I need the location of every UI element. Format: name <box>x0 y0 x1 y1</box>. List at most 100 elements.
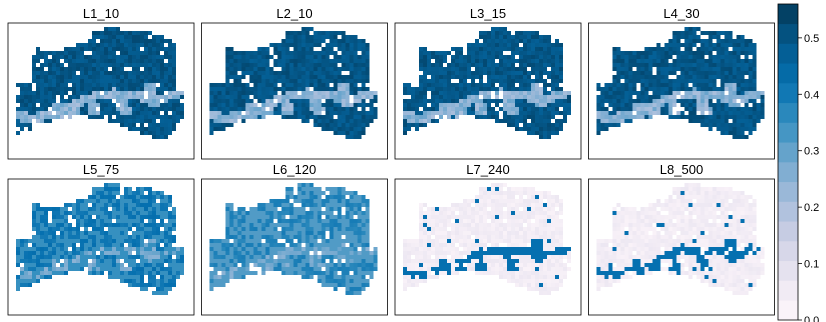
heatmap-cell <box>640 51 645 55</box>
heatmap-cell <box>273 215 278 219</box>
heatmap-cell <box>44 227 48 231</box>
heatmap-cell <box>297 215 302 219</box>
heatmap-cell <box>567 111 571 115</box>
heatmap-cell <box>136 223 140 227</box>
heatmap-cell <box>112 55 116 59</box>
heatmap-cell <box>269 243 274 247</box>
heatmap-cell <box>740 119 745 123</box>
heatmap-cell <box>285 31 290 35</box>
heatmap-cell <box>148 215 152 219</box>
heatmap-cell <box>28 123 32 127</box>
heatmap-cell <box>213 247 218 251</box>
heatmap-cell <box>427 211 431 215</box>
heatmap-cell <box>80 215 84 219</box>
heatmap-cell <box>531 63 535 67</box>
heatmap-cell <box>341 231 346 235</box>
heatmap-cell <box>720 123 725 127</box>
heatmap-cell <box>527 199 531 203</box>
heatmap-cell <box>297 55 302 59</box>
heatmap-cell <box>325 127 330 131</box>
heatmap-cell <box>724 51 729 55</box>
heatmap-cell <box>535 51 539 55</box>
heatmap-cell <box>519 219 523 223</box>
heatmap-cell <box>297 111 302 115</box>
heatmap-cell <box>261 95 266 99</box>
heatmap-cell <box>644 51 649 55</box>
heatmap-cell <box>229 271 234 275</box>
heatmap-cell <box>688 63 693 67</box>
heatmap-cell <box>301 119 306 123</box>
heatmap-cell <box>108 35 112 39</box>
heatmap-cell <box>459 107 463 111</box>
heatmap-cell <box>688 51 693 55</box>
heatmap-cell <box>317 71 322 75</box>
heatmap-cell <box>156 43 160 47</box>
heatmap-cell <box>349 291 354 295</box>
heatmap-cell <box>132 79 136 83</box>
heatmap-cell <box>180 115 184 119</box>
heatmap-cell <box>345 235 350 239</box>
heatmap-cell <box>245 231 250 235</box>
heatmap-cell <box>333 127 338 131</box>
heatmap-cell <box>60 207 64 211</box>
heatmap-cell <box>624 115 629 119</box>
heatmap-cell <box>353 95 358 99</box>
heatmap-cell <box>676 51 681 55</box>
heatmap-cell <box>64 215 68 219</box>
heatmap-cell <box>52 251 56 255</box>
heatmap-cell <box>40 211 44 215</box>
heatmap-cell <box>168 115 172 119</box>
heatmap-cell <box>233 79 238 83</box>
heatmap-cell <box>136 279 140 283</box>
heatmap-cell <box>616 71 621 75</box>
heatmap-cell <box>52 83 56 87</box>
heatmap-cell <box>156 123 160 127</box>
heatmap-cell <box>112 43 116 47</box>
heatmap-cell <box>80 111 84 115</box>
heatmap-cell <box>535 211 539 215</box>
heatmap-cell <box>628 55 633 59</box>
heatmap-cell <box>716 75 721 79</box>
heatmap-cell <box>443 55 447 59</box>
heatmap-cell <box>736 47 741 51</box>
heatmap-cell <box>84 259 88 263</box>
heatmap-cell <box>543 43 547 47</box>
heatmap-cell <box>511 219 515 223</box>
heatmap-cell <box>664 55 669 59</box>
heatmap-cell <box>744 39 749 43</box>
heatmap-cell <box>443 75 447 79</box>
heatmap-cell <box>423 211 427 215</box>
heatmap-cell <box>341 47 346 51</box>
heatmap-cell <box>672 39 677 43</box>
heatmap-cell <box>277 251 282 255</box>
heatmap-cell <box>531 95 535 99</box>
heatmap-cell <box>249 91 254 95</box>
heatmap-cell <box>136 55 140 59</box>
heatmap-cell <box>427 111 431 115</box>
heatmap-cell <box>88 223 92 227</box>
heatmap-cell <box>253 91 258 95</box>
heatmap-cell <box>297 87 302 91</box>
heatmap-cell <box>752 103 757 107</box>
heatmap-cell <box>704 51 709 55</box>
heatmap-cell <box>716 107 721 111</box>
heatmap-cell <box>253 107 258 111</box>
heatmap-cell <box>684 39 689 43</box>
heatmap-cell <box>281 107 286 111</box>
heatmap-cell <box>273 43 278 47</box>
heatmap-cell <box>704 87 709 91</box>
heatmap-cell <box>96 51 100 55</box>
heatmap-cell <box>527 63 531 67</box>
heatmap-cell <box>555 63 559 67</box>
heatmap-cell <box>225 119 230 123</box>
heatmap-cell <box>519 191 523 195</box>
heatmap-cell <box>531 127 535 131</box>
heatmap-cell <box>48 91 52 95</box>
heatmap-cell <box>495 87 499 91</box>
heatmap-cell <box>353 51 358 55</box>
heatmap-cell <box>321 199 326 203</box>
heatmap-cell <box>229 275 234 279</box>
heatmap-cell <box>708 71 713 75</box>
heatmap-cell <box>752 43 757 47</box>
heatmap-cell <box>333 83 338 87</box>
